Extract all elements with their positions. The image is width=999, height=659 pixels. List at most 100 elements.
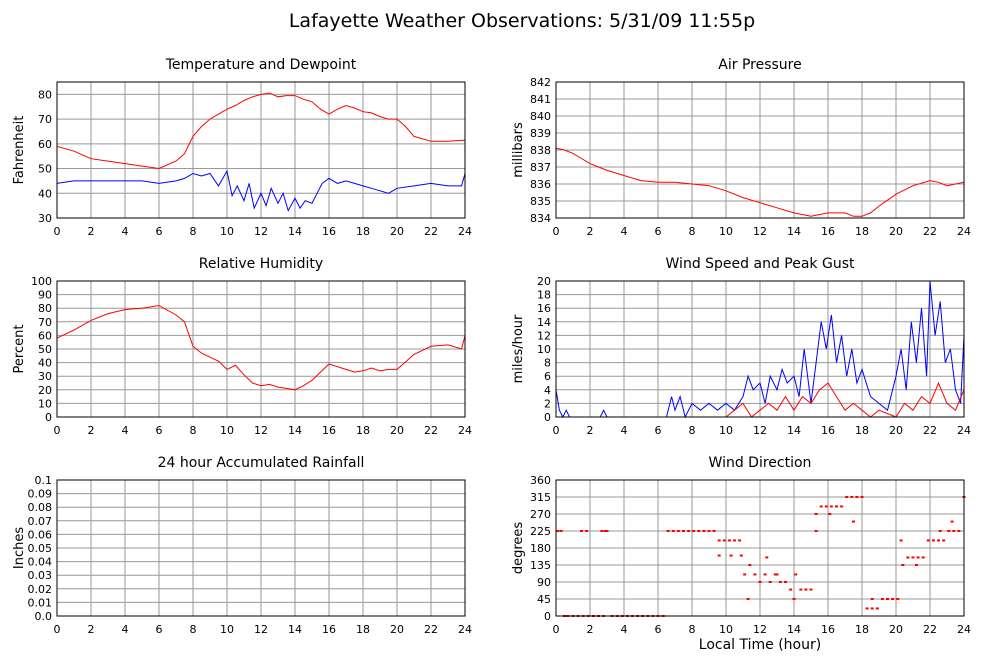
x-tick-label: 0: [553, 225, 560, 238]
data-point: [886, 598, 889, 600]
x-tick-label: 8: [689, 225, 696, 238]
x-tick-label: 2: [587, 225, 594, 238]
x-tick-label: 20: [889, 623, 903, 636]
x-tick-label: 10: [719, 225, 733, 238]
y-tick-label: 80: [38, 302, 52, 315]
data-point: [901, 564, 905, 566]
plot-frame: [56, 479, 466, 617]
plot-frame: [56, 280, 466, 418]
data-point: [824, 505, 828, 508]
y-axis-label: Percent: [12, 325, 27, 374]
y-tick-label: 0: [45, 411, 52, 424]
y-tick-label: 0.06: [28, 528, 53, 541]
x-tick-label: 24: [957, 424, 971, 437]
data-point: [603, 530, 607, 532]
y-tick-label: 841: [530, 93, 551, 106]
y-tick-label: 2: [544, 397, 551, 410]
y-tick-label: 8: [544, 357, 551, 370]
data-point: [921, 556, 925, 559]
y-tick-label: 6: [544, 370, 551, 383]
x-tick-label: 16: [322, 623, 336, 636]
data-point: [580, 530, 583, 532]
x-tick-label: 18: [855, 623, 869, 636]
y-tick-label: 50: [38, 163, 52, 176]
data-point: [942, 539, 946, 542]
series-line-2: [56, 169, 466, 212]
data-point: [687, 530, 691, 532]
data-point: [559, 530, 563, 532]
data-point: [870, 607, 874, 610]
data-point: [682, 530, 685, 532]
data-point: [738, 539, 742, 542]
data-point: [784, 581, 787, 583]
x-tick-label: 12: [753, 424, 767, 437]
y-axis-label: Inches: [12, 527, 27, 569]
data-point: [926, 539, 930, 542]
x-tick-label: 16: [322, 225, 336, 238]
chart-title: Wind Direction: [709, 455, 812, 471]
x-tick-label: 16: [821, 424, 835, 437]
data-point: [748, 564, 752, 566]
x-tick-label: 8: [689, 424, 696, 437]
data-point: [799, 588, 803, 591]
x-tick-label: 22: [923, 225, 937, 238]
data-point: [855, 496, 859, 498]
data-point: [840, 505, 844, 508]
data-point: [739, 554, 743, 557]
y-tick-label: 0.0: [35, 610, 53, 623]
y-tick-label: 315: [530, 491, 551, 504]
data-point: [743, 573, 747, 576]
y-tick-label: 0: [544, 411, 551, 424]
data-point: [931, 539, 935, 542]
x-tick-label: 10: [719, 424, 733, 437]
data-point: [906, 556, 910, 559]
data-point: [957, 530, 961, 532]
y-tick-label: 70: [38, 316, 52, 329]
y-tick-label: 16: [537, 302, 551, 315]
x-tick-label: 20: [390, 623, 404, 636]
data-point: [914, 564, 918, 566]
x-tick-label: 2: [587, 623, 594, 636]
data-point: [814, 513, 818, 515]
data-point: [835, 505, 838, 508]
y-tick-label: 360: [530, 474, 551, 487]
data-point: [852, 520, 855, 523]
y-axis-label: Fahrenheit: [12, 116, 27, 185]
data-point: [947, 530, 951, 532]
data-point: [746, 598, 750, 600]
x-tick-label: 14: [288, 424, 302, 437]
data-point: [809, 588, 813, 591]
x-tick-label: 14: [288, 623, 302, 636]
y-tick-label: 836: [530, 178, 551, 191]
data-point: [804, 588, 808, 591]
data-point: [778, 581, 782, 583]
x-tick-label: 18: [855, 424, 869, 437]
y-tick-label: 225: [530, 525, 551, 538]
x-tick-label: 20: [889, 225, 903, 238]
y-tick-label: 4: [544, 384, 551, 397]
y-tick-label: 60: [38, 138, 52, 151]
x-tick-label: 8: [190, 424, 197, 437]
data-point: [814, 530, 818, 532]
y-tick-label: 180: [530, 542, 551, 555]
series-line-2: [556, 381, 965, 418]
x-tick-label: 4: [621, 225, 628, 238]
x-tick-label: 18: [356, 225, 370, 238]
data-point: [729, 554, 733, 557]
data-point: [765, 556, 769, 559]
x-tick-label: 6: [156, 225, 163, 238]
x-tick-label: 14: [787, 225, 801, 238]
data-point: [707, 530, 711, 532]
x-tick-label: 2: [587, 424, 594, 437]
y-tick-label: 90: [38, 289, 52, 302]
data-point: [727, 539, 731, 542]
data-point: [758, 581, 762, 583]
x-tick-label: 18: [855, 225, 869, 238]
y-tick-label: 840: [530, 110, 551, 123]
data-point: [753, 573, 757, 576]
y-tick-label: 839: [530, 127, 551, 140]
data-point: [819, 505, 823, 508]
x-tick-label: 8: [689, 623, 696, 636]
